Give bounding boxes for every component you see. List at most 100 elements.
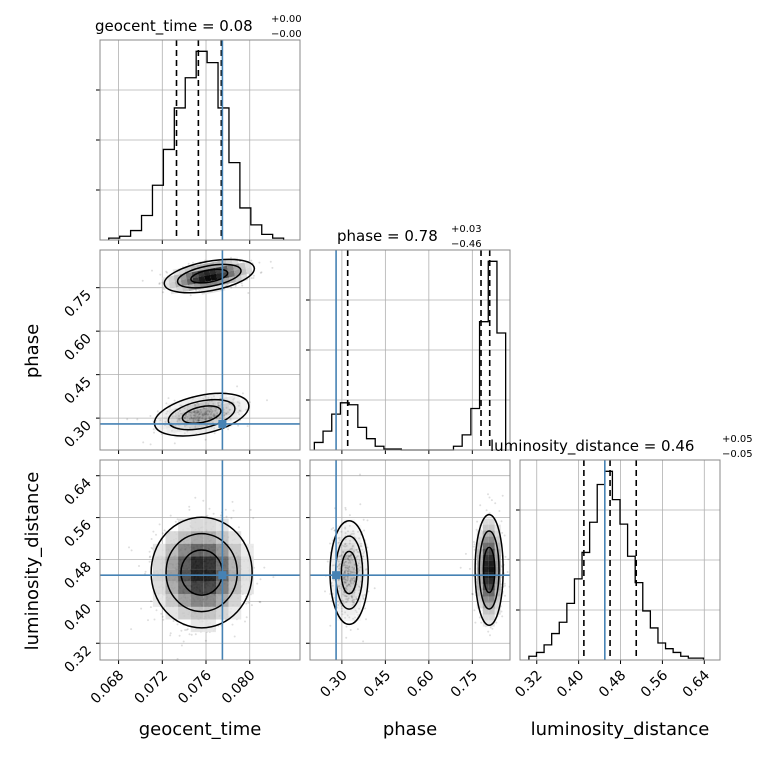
sample-point <box>252 517 255 520</box>
density-cell <box>349 603 356 609</box>
density-cell <box>343 615 350 621</box>
sample-point <box>126 418 129 421</box>
density-cell <box>214 392 222 400</box>
sample-point <box>248 401 251 404</box>
panel-2d-20-contour-0-1 <box>165 532 238 613</box>
sample-point <box>238 402 241 405</box>
density-cell <box>240 274 248 282</box>
sample-point <box>358 589 361 592</box>
sample-point <box>229 408 232 411</box>
sample-point <box>331 584 334 587</box>
sample-point <box>345 569 347 572</box>
density-cell <box>343 525 350 531</box>
sample-point <box>353 563 356 566</box>
sample-point <box>149 415 152 417</box>
density-cell <box>173 274 181 282</box>
sample-point <box>342 561 345 564</box>
sample-point <box>195 411 198 414</box>
density-cell <box>482 590 489 597</box>
sample-point <box>194 418 197 421</box>
sample-point <box>342 593 345 596</box>
title-luminosity-distance: luminosity_distance = 0.46 +0.05 −0.05 <box>490 434 753 460</box>
sample-point <box>169 421 172 424</box>
sample-point <box>184 415 187 417</box>
density-cell <box>361 561 368 567</box>
density-cell <box>223 408 231 416</box>
sample-point <box>344 564 347 567</box>
sample-point <box>349 533 352 536</box>
density-cell <box>349 525 356 531</box>
sample-point <box>189 426 191 429</box>
sample-point <box>192 417 195 420</box>
sample-point <box>366 546 369 549</box>
sample-point <box>194 425 197 428</box>
sample-point <box>196 409 199 412</box>
sample-point <box>194 412 197 415</box>
sample-point <box>230 256 232 259</box>
density-cell <box>169 414 177 422</box>
density-cell <box>188 416 196 424</box>
density-cell <box>228 556 242 569</box>
density-cell <box>488 602 495 609</box>
sample-point <box>183 417 186 420</box>
sample-point <box>346 566 349 569</box>
sample-point <box>344 557 347 560</box>
sample-point <box>330 581 333 584</box>
sample-point <box>342 563 345 566</box>
density-cell <box>215 266 223 274</box>
sample-point <box>197 419 200 421</box>
sample-point <box>337 537 340 540</box>
sample-point <box>345 566 347 569</box>
sample-point <box>349 561 352 564</box>
sample-point <box>158 282 161 285</box>
sample-point <box>344 595 347 598</box>
sample-point <box>342 602 345 605</box>
title-geocent-time: geocent_time = 0.08 +0.00 −0.00 <box>95 14 302 40</box>
density-cell <box>476 596 483 603</box>
sample-point <box>344 616 347 619</box>
density-cell <box>193 409 201 417</box>
density-cell <box>343 555 350 561</box>
density-cell <box>152 594 166 607</box>
sample-point <box>345 585 348 588</box>
density-cell <box>349 549 356 555</box>
sample-point <box>367 590 370 593</box>
sample-point <box>179 412 182 415</box>
sample-point <box>178 634 181 637</box>
density-cell <box>343 591 350 597</box>
sample-point <box>352 576 355 579</box>
sample-point <box>176 420 179 423</box>
sample-point <box>459 566 462 569</box>
sample-point <box>362 518 365 521</box>
density-cell <box>482 518 489 525</box>
sample-point <box>348 565 351 568</box>
density-cell <box>343 603 350 609</box>
sample-point <box>344 587 347 590</box>
density-cell <box>178 543 191 557</box>
density-cell <box>488 536 495 543</box>
sample-point <box>340 554 343 556</box>
density-cell <box>175 413 183 421</box>
sample-point <box>225 406 228 409</box>
sample-point <box>216 412 219 415</box>
sample-point <box>348 616 351 619</box>
density-cell <box>222 402 230 411</box>
sample-point <box>218 416 221 419</box>
sample-point <box>329 542 331 545</box>
sample-point <box>204 411 207 414</box>
density-cell <box>494 566 501 573</box>
sample-point <box>343 594 346 597</box>
sample-point <box>348 560 351 562</box>
sample-point <box>208 507 211 510</box>
sample-point <box>192 418 195 421</box>
density-cell <box>361 549 368 555</box>
panel-2d-21-frame <box>309 459 511 661</box>
sample-point <box>204 639 207 642</box>
density-cell <box>488 614 495 621</box>
panel-2d-20-density-0 <box>152 518 254 633</box>
sample-point <box>209 413 212 416</box>
sample-point <box>172 620 175 622</box>
sample-point <box>491 627 494 630</box>
sample-point <box>494 502 497 505</box>
